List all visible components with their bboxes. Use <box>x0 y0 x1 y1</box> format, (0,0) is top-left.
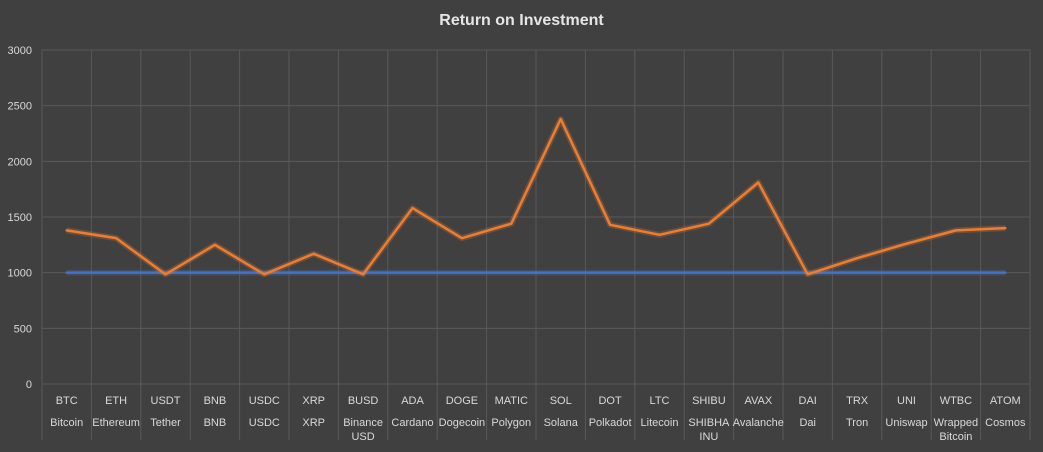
chart-title: Return on Investment <box>439 12 604 29</box>
y-tick-label: 1500 <box>8 212 32 224</box>
x-tick-label-symbol: USDT <box>151 395 181 407</box>
x-tick-label-symbol: ATOM <box>990 395 1021 407</box>
x-tick-label-symbol: LTC <box>650 395 670 407</box>
x-tick-label-symbol: SOL <box>550 395 572 407</box>
x-tick-label-symbol: USDC <box>249 395 280 407</box>
x-tick-label-name: Tether <box>150 417 181 429</box>
x-tick-label-symbol: DOT <box>598 395 622 407</box>
x-tick-label-symbol: TRX <box>846 395 869 407</box>
x-tick-label-name: Avalanche <box>733 417 784 429</box>
y-tick-label: 0 <box>26 379 32 391</box>
x-tick-label-name: Bitcoin <box>50 417 83 429</box>
x-tick-label-name: Binance <box>343 417 383 429</box>
x-tick-label-name: Litecoin <box>641 417 679 429</box>
x-tick-label-name: Dogecoin <box>439 417 485 429</box>
x-tick-label-name: Bitcoin <box>939 431 972 443</box>
x-tick-label-name: Wrapped <box>934 417 978 429</box>
y-tick-label: 1000 <box>8 268 32 280</box>
x-tick-label-name: Solana <box>544 417 579 429</box>
x-tick-label-name: USD <box>351 431 374 443</box>
x-tick-label-name: Dai <box>799 417 816 429</box>
x-tick-label-name: Polygon <box>491 417 531 429</box>
y-tick-label: 2000 <box>8 156 32 168</box>
x-tick-label-name: USDC <box>249 417 280 429</box>
x-tick-label-name: Tron <box>846 417 868 429</box>
x-tick-label-symbol: BUSD <box>348 395 379 407</box>
x-tick-label-symbol: MATIC <box>495 395 528 407</box>
x-tick-label-name: Ethereum <box>92 417 140 429</box>
x-tick-label-symbol: ADA <box>401 395 424 407</box>
x-tick-label-symbol: BTC <box>56 395 78 407</box>
x-tick-label-symbol: BNB <box>204 395 227 407</box>
x-tick-label-symbol: WTBC <box>940 395 972 407</box>
x-tick-label-symbol: SHIBU <box>692 395 726 407</box>
x-tick-label-symbol: UNI <box>897 395 916 407</box>
y-tick-label: 2500 <box>8 101 32 113</box>
x-tick-label-name: Cardano <box>391 417 433 429</box>
x-tick-label-symbol: XRP <box>302 395 325 407</box>
y-tick-label: 500 <box>14 323 32 335</box>
x-tick-label-symbol: AVAX <box>744 395 772 407</box>
x-tick-label-name: INU <box>699 431 718 443</box>
x-tick-label-name: Uniswap <box>885 417 927 429</box>
x-tick-label-symbol: ETH <box>105 395 127 407</box>
x-tick-label-name: Cosmos <box>985 417 1026 429</box>
x-tick-label-name: SHIBHA <box>688 417 730 429</box>
x-tick-label-name: BNB <box>204 417 227 429</box>
x-tick-label-symbol: DOGE <box>446 395 478 407</box>
x-tick-label-name: XRP <box>302 417 325 429</box>
series-line <box>65 117 1007 276</box>
x-tick-label-name: Polkadot <box>589 417 632 429</box>
x-tick-label-symbol: DAI <box>799 395 817 407</box>
y-tick-label: 3000 <box>8 45 32 57</box>
